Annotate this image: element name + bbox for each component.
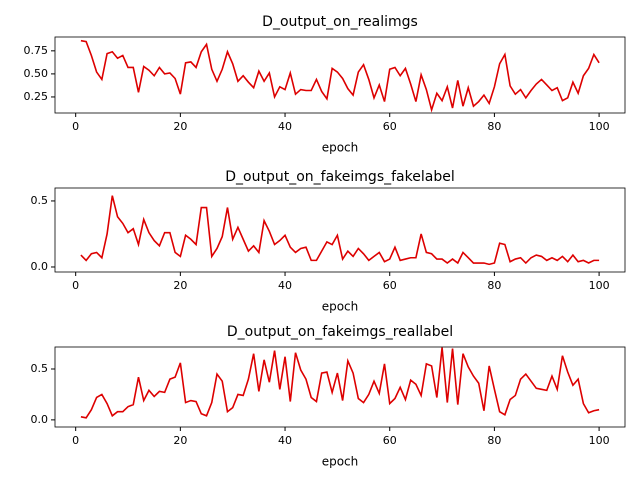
x-tick-label: 60: [383, 279, 397, 292]
chart-title: D_output_on_fakeimgs_fakelabel: [225, 169, 454, 185]
x-tick-label: 0: [72, 120, 79, 133]
y-tick-label: 0.50: [24, 67, 49, 80]
data-line: [80, 347, 600, 419]
x-tick-label: 80: [487, 434, 501, 447]
y-tick-label: 0.75: [24, 44, 49, 57]
x-tick-label: 20: [173, 434, 187, 447]
x-tick-label: 40: [278, 279, 292, 292]
y-tick-label: 0.5: [31, 194, 49, 207]
x-axis-label: epoch: [322, 455, 359, 469]
x-tick-label: 100: [589, 434, 610, 447]
y-tick-label: 0.0: [31, 260, 49, 273]
x-tick-label: 60: [383, 120, 397, 133]
x-tick-label: 80: [487, 279, 501, 292]
chart-title: D_output_on_fakeimgs_reallabel: [227, 324, 453, 340]
axes-frame: [54, 346, 626, 428]
x-tick-label: 40: [278, 120, 292, 133]
chart-title: D_output_on_realimgs: [262, 14, 418, 30]
x-tick-label: 40: [278, 434, 292, 447]
axes-frame: [54, 187, 626, 273]
x-axis-label: epoch: [322, 141, 359, 155]
x-tick-label: 20: [173, 120, 187, 133]
x-tick-label: 0: [72, 279, 79, 292]
y-tick-label: 0.0: [31, 413, 49, 426]
x-tick-label: 100: [589, 279, 610, 292]
x-tick-label: 20: [173, 279, 187, 292]
data-line: [80, 195, 600, 266]
axes-frame: [54, 36, 626, 114]
x-tick-label: 80: [487, 120, 501, 133]
x-tick-label: 0: [72, 434, 79, 447]
x-tick-label: 100: [589, 120, 610, 133]
data-line: [80, 39, 600, 113]
y-tick-label: 0.5: [31, 362, 49, 375]
x-tick-label: 60: [383, 434, 397, 447]
y-tick-label: 0.25: [24, 90, 49, 103]
x-axis-label: epoch: [322, 300, 359, 314]
